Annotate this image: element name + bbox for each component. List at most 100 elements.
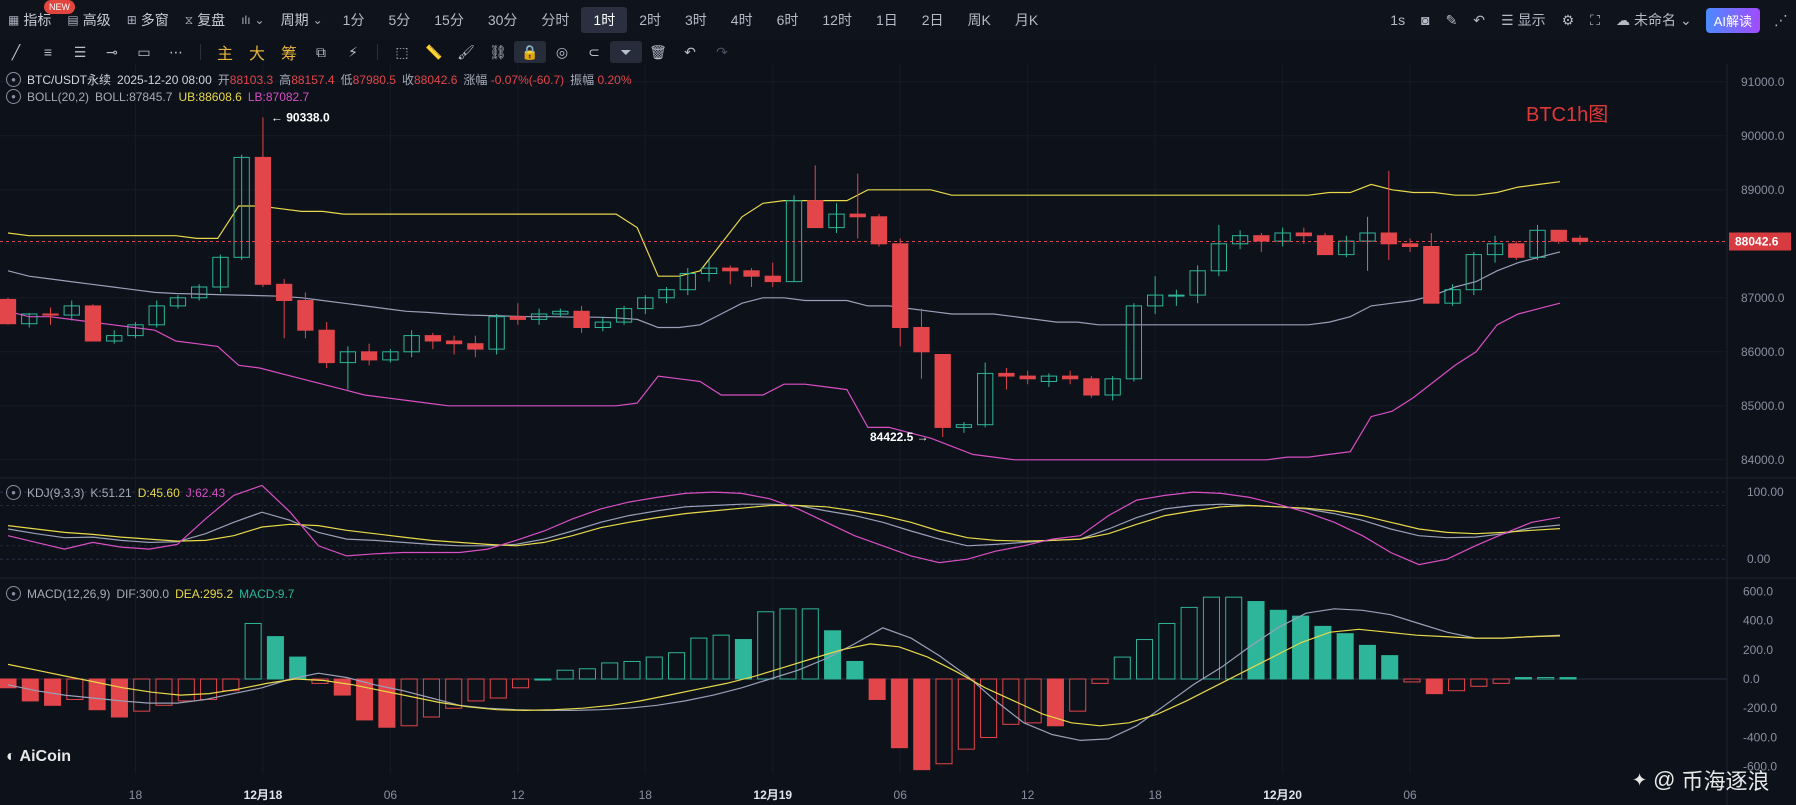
kdj-tick: 100.00 xyxy=(1747,485,1784,499)
trend-line-icon[interactable]: ╱ xyxy=(11,43,21,60)
fullscreen-icon[interactable]: ⛶ xyxy=(1590,11,1600,28)
advanced-icon: ▤ xyxy=(67,13,79,27)
amplitude-value: 0.20% xyxy=(597,73,632,87)
pencil-icon[interactable]: ✎ xyxy=(1445,11,1458,28)
undo-box-icon[interactable]: ↶ xyxy=(1473,11,1486,28)
boll-mid-value: BOLL:87845.7 xyxy=(95,89,173,104)
chain-icon[interactable]: ⛓ xyxy=(489,43,507,60)
candle-body xyxy=(977,372,994,426)
eye-slash-icon[interactable]: ◎ xyxy=(555,43,569,60)
period-1[interactable]: 5分 xyxy=(388,12,411,28)
filter-icon[interactable]: ⏷ xyxy=(610,41,642,63)
settings-icon[interactable]: ⚙ xyxy=(1561,11,1575,28)
copy-chart-icon[interactable]: ⧉ xyxy=(316,43,326,60)
macd-bar xyxy=(1158,622,1176,680)
price-tick: 84000.0 xyxy=(1741,453,1785,467)
big-order-button[interactable]: 大 xyxy=(248,46,265,63)
period-4[interactable]: 分时 xyxy=(541,12,570,28)
interval-1s[interactable]: 1s xyxy=(1390,12,1406,28)
undo-icon[interactable]: ↶ xyxy=(684,43,696,60)
period-7[interactable]: 3时 xyxy=(685,12,707,28)
candle-body xyxy=(1508,243,1525,258)
period-12[interactable]: 2日 xyxy=(921,12,944,28)
chevron-down-icon: ⌄ xyxy=(312,13,323,27)
macd-tick: -600.0 xyxy=(1743,760,1777,774)
multi-window-label: 多窗 xyxy=(140,12,169,28)
boll-lb-value: LB:87082.7 xyxy=(247,89,310,104)
ruler-icon[interactable]: 📏 xyxy=(425,43,443,60)
eye-icon[interactable]: ● xyxy=(6,586,21,601)
candle-body xyxy=(1295,232,1312,237)
grid-icon: ▦ xyxy=(8,13,20,27)
macd-bar xyxy=(712,634,730,680)
diamond-logo-icon: ✦ xyxy=(1632,769,1648,790)
price-chart[interactable]: 18 12月18 06 12 18 12月19 06 12 18 12月20 06 91000.0 90… xyxy=(0,64,1796,805)
macd-bar xyxy=(1024,678,1042,724)
period-9[interactable]: 6时 xyxy=(776,12,799,28)
candle-body xyxy=(509,316,526,320)
ai-analysis-button[interactable]: AI解读 xyxy=(1705,7,1760,33)
magic-wand-icon[interactable]: ⚡ xyxy=(348,43,358,60)
period-0[interactable]: 1分 xyxy=(342,12,365,28)
macd-bar xyxy=(1113,656,1131,680)
display-button[interactable]: ☰ 显示 xyxy=(1493,10,1554,30)
redo-icon[interactable]: ↷ xyxy=(716,43,728,60)
display-label: 显示 xyxy=(1517,12,1546,28)
period-5[interactable]: 1时 xyxy=(581,7,628,33)
chip-distribution-button[interactable]: 筹 xyxy=(280,46,297,63)
window-grid-icon: ⊞ xyxy=(126,13,137,27)
restore-icon: ⧖ xyxy=(184,12,194,27)
macd-bar xyxy=(244,622,262,680)
brush-icon[interactable]: 🖌 xyxy=(457,43,475,60)
advanced-button[interactable]: ▤ 高级 xyxy=(59,6,118,34)
toolbar-divider xyxy=(200,44,201,60)
candle-body xyxy=(743,270,760,277)
candle-body xyxy=(1529,229,1546,258)
multi-window-button[interactable]: ⊞ 多窗 xyxy=(119,6,177,34)
magnet-icon[interactable]: ⊂ xyxy=(588,43,600,60)
candle-body xyxy=(1189,270,1206,296)
candle-body xyxy=(276,283,293,302)
candle-body xyxy=(1550,229,1567,242)
macd-bar xyxy=(779,608,797,680)
indicator-button[interactable]: ▦ 指标 xyxy=(0,6,59,34)
eye-icon[interactable]: ● xyxy=(6,89,21,104)
macd-bar xyxy=(66,678,84,700)
restore-button[interactable]: ⧖ 复盘 xyxy=(177,6,233,34)
horizontal-ray-icon[interactable]: ⊸ xyxy=(106,43,118,60)
rectangle-icon[interactable]: ▭ xyxy=(137,43,151,60)
period-list: 1分 5分 15分 30分 分时 1时 2时 3时 4时 6时 12时 1日 2日 周K 月K xyxy=(331,7,1051,33)
chart-type-button[interactable]: ılı ⌄ xyxy=(233,6,272,34)
main-indicator-button[interactable]: 主 xyxy=(216,46,233,63)
more-tools-icon[interactable]: ⋯ xyxy=(169,43,183,60)
share-icon[interactable]: ⋰ xyxy=(1774,11,1788,28)
period-10[interactable]: 12时 xyxy=(822,12,852,28)
candle-body xyxy=(0,298,17,325)
parallel-lines-icon[interactable]: ≡ xyxy=(43,44,53,60)
select-icon[interactable]: ⬚ xyxy=(395,43,409,60)
period-dropdown[interactable]: 周期 ⌄ xyxy=(273,6,331,34)
trash-icon[interactable]: 🗑 xyxy=(649,43,667,60)
footer-brand: ✦ @ 币海逐浪 xyxy=(1632,764,1769,796)
horizontal-lines-icon[interactable]: ☰ xyxy=(73,43,87,60)
macd-bar xyxy=(1314,625,1332,680)
eye-icon[interactable]: ● xyxy=(6,72,21,87)
macd-dif-line xyxy=(7,608,1561,742)
candle-body xyxy=(1231,235,1249,245)
macd-bar xyxy=(601,662,619,680)
candle-body xyxy=(42,313,59,316)
period-6[interactable]: 2时 xyxy=(639,12,661,28)
camera-icon[interactable]: ◙ xyxy=(1421,12,1430,28)
period-8[interactable]: 4时 xyxy=(730,12,753,28)
candle-body xyxy=(233,156,250,258)
eye-icon[interactable]: ● xyxy=(6,485,21,500)
period-13[interactable]: 周K xyxy=(967,12,991,28)
period-14[interactable]: 月K xyxy=(1014,12,1039,28)
layout-dropdown[interactable]: ☁ 未命名 ⌄ xyxy=(1608,10,1700,30)
period-3[interactable]: 30分 xyxy=(487,12,518,28)
footer-brand-text: 币海逐浪 xyxy=(1681,769,1770,794)
macd-bar xyxy=(668,652,686,680)
period-2[interactable]: 15分 xyxy=(434,12,464,28)
lock-icon[interactable]: 🔒 xyxy=(514,41,546,63)
period-11[interactable]: 1日 xyxy=(875,12,898,28)
